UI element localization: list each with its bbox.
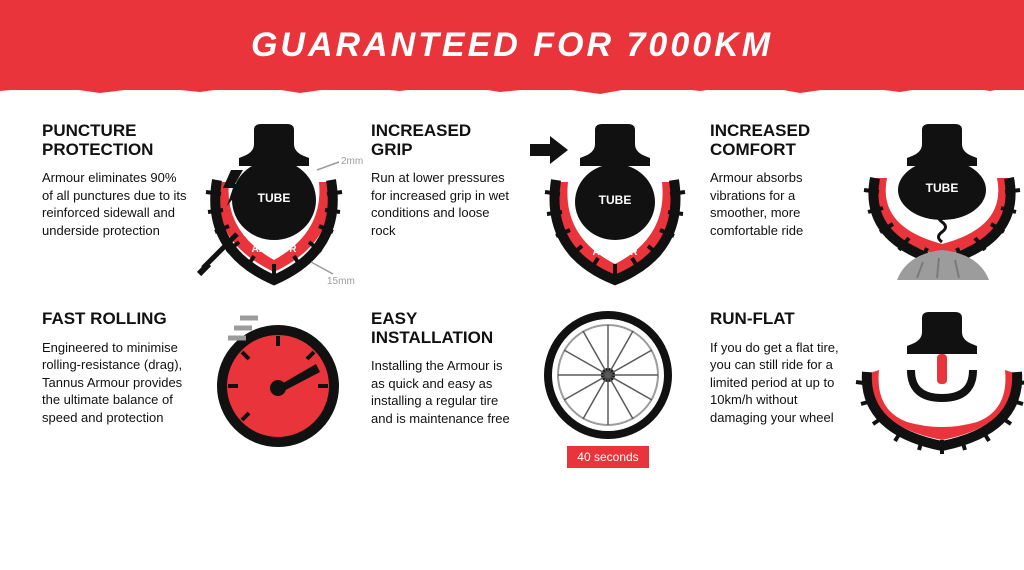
feature-title: EASY INSTALLATION [371,310,516,347]
svg-text:ARMOUR: ARMOUR [593,247,639,258]
feature-title: INCREASED COMFORT [710,122,855,159]
feature-puncture-protection: PUNCTURE PROTECTION Armour eliminates 90… [42,122,349,282]
banner-title: GUARANTEED FOR 7000KM [251,26,773,65]
gauge-icon [204,310,344,450]
banner-rough-edge [0,82,1024,96]
feature-increased-grip: INCREASED GRIP Run at lower pressures fo… [371,122,688,282]
feature-easy-installation: EASY INSTALLATION Installing the Armour … [371,310,688,470]
tire-cross-puncture-icon: TUBE ARMOUR 2mm 15mm [199,122,349,282]
tire-cross-rock-icon: TUBE [867,122,1017,282]
feature-title: INCREASED GRIP [371,122,516,159]
feature-run-flat: RUN-FLAT If you do get a flat tire, you … [710,310,1017,470]
feature-fast-rolling: FAST ROLLING Engineered to minimise roll… [42,310,349,470]
install-time-caption: 40 seconds [567,446,648,468]
feature-body: Armour absorbs vibrations for a smoother… [710,169,855,239]
feature-body: Installing the Armour is as quick and ea… [371,357,516,427]
feature-title: RUN-FLAT [710,310,855,329]
feature-body: Run at lower pressures for increased gri… [371,169,516,239]
tire-cross-arrow-icon: TUBE ARMOUR [528,122,688,282]
svg-text:2mm: 2mm [341,156,363,167]
features-grid: PUNCTURE PROTECTION Armour eliminates 90… [0,122,1024,470]
tire-cross-flat-icon [867,310,1017,460]
feature-body: Armour eliminates 90% of all punctures d… [42,169,187,239]
feature-increased-comfort: INCREASED COMFORT Armour absorbs vibrati… [710,122,1017,282]
feature-body: Engineered to minimise rolling-resistanc… [42,339,187,427]
svg-text:15mm: 15mm [327,276,355,287]
svg-text:TUBE: TUBE [599,193,632,207]
feature-body: If you do get a flat tire, you can still… [710,339,855,427]
banner: GUARANTEED FOR 7000KM [0,0,1024,90]
wheel-icon [543,310,673,440]
svg-text:ARMOUR: ARMOUR [252,244,298,255]
svg-text:TUBE: TUBE [258,191,291,205]
feature-title: FAST ROLLING [42,310,187,329]
feature-title: PUNCTURE PROTECTION [42,122,187,159]
svg-text:TUBE: TUBE [926,181,959,195]
